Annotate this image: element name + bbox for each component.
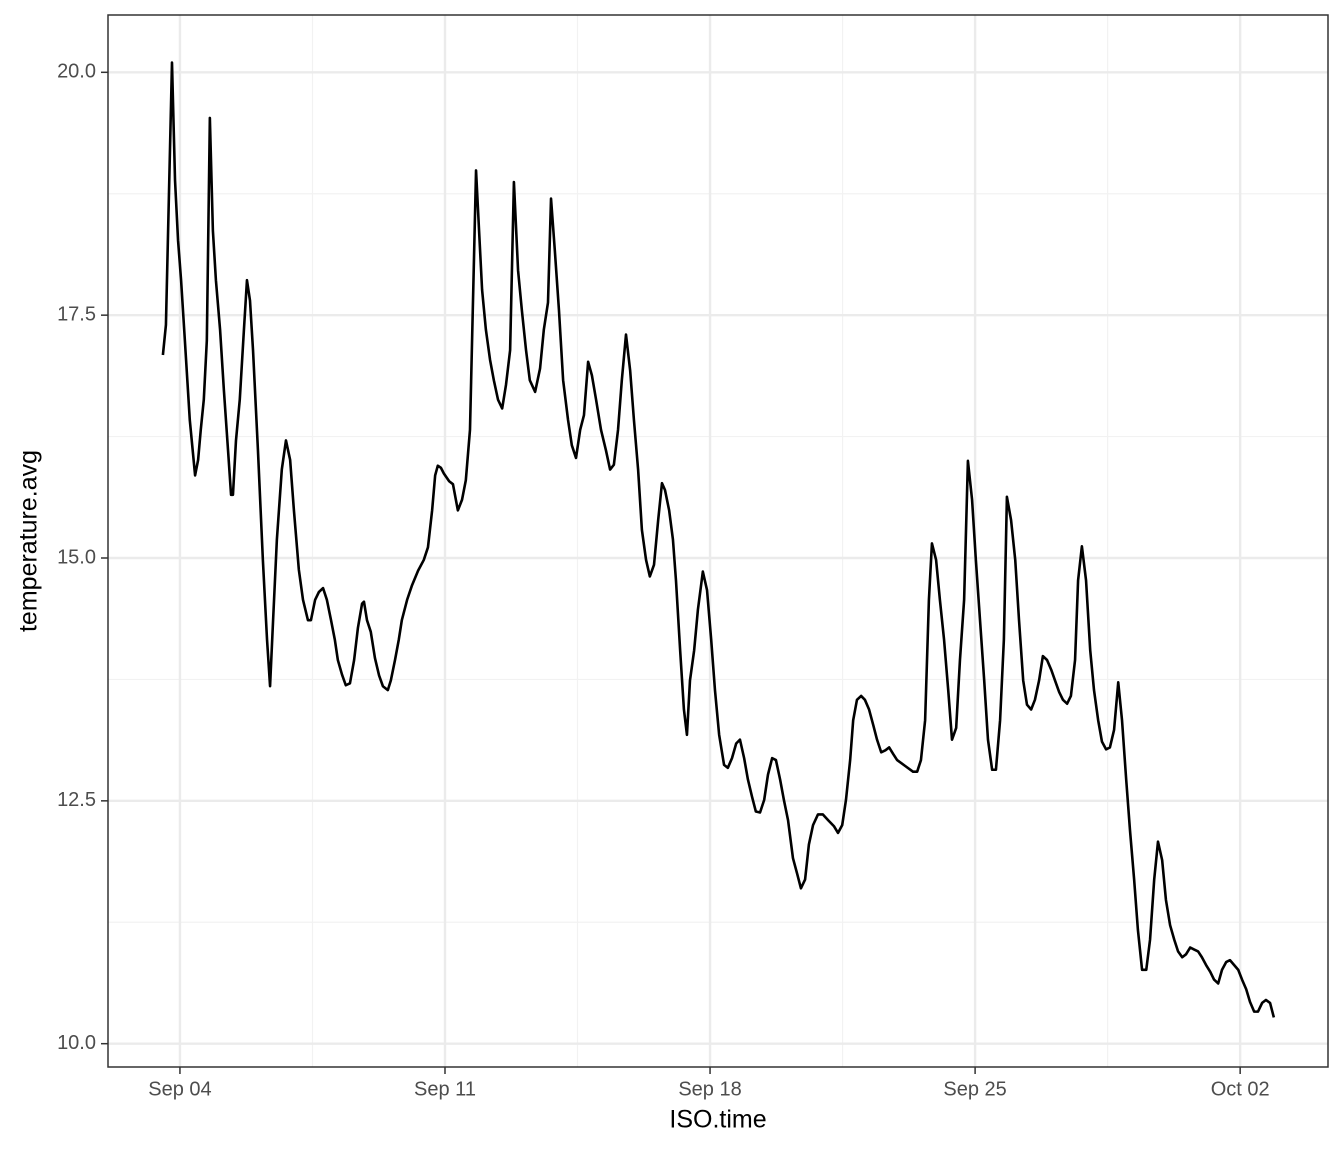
y-axis-title: temperature.avg — [15, 450, 43, 632]
x-tick-label: Oct 02 — [1211, 1078, 1270, 1100]
y-tick-label: 10.0 — [57, 1032, 96, 1054]
y-tick-label: 15.0 — [57, 546, 96, 568]
y-tick-label: 12.5 — [57, 789, 96, 811]
x-axis-title: ISO.time — [669, 1106, 766, 1134]
y-tick-label: 20.0 — [57, 61, 96, 83]
panel-border — [107, 14, 1329, 1068]
x-tick-label: Sep 18 — [678, 1078, 741, 1100]
x-tick-label: Sep 25 — [943, 1078, 1006, 1100]
x-tick-label: Sep 04 — [148, 1078, 211, 1100]
x-tick-label: Sep 11 — [414, 1078, 476, 1100]
line — [161, 61, 1276, 1018]
y-tick-label: 17.5 — [57, 303, 96, 325]
